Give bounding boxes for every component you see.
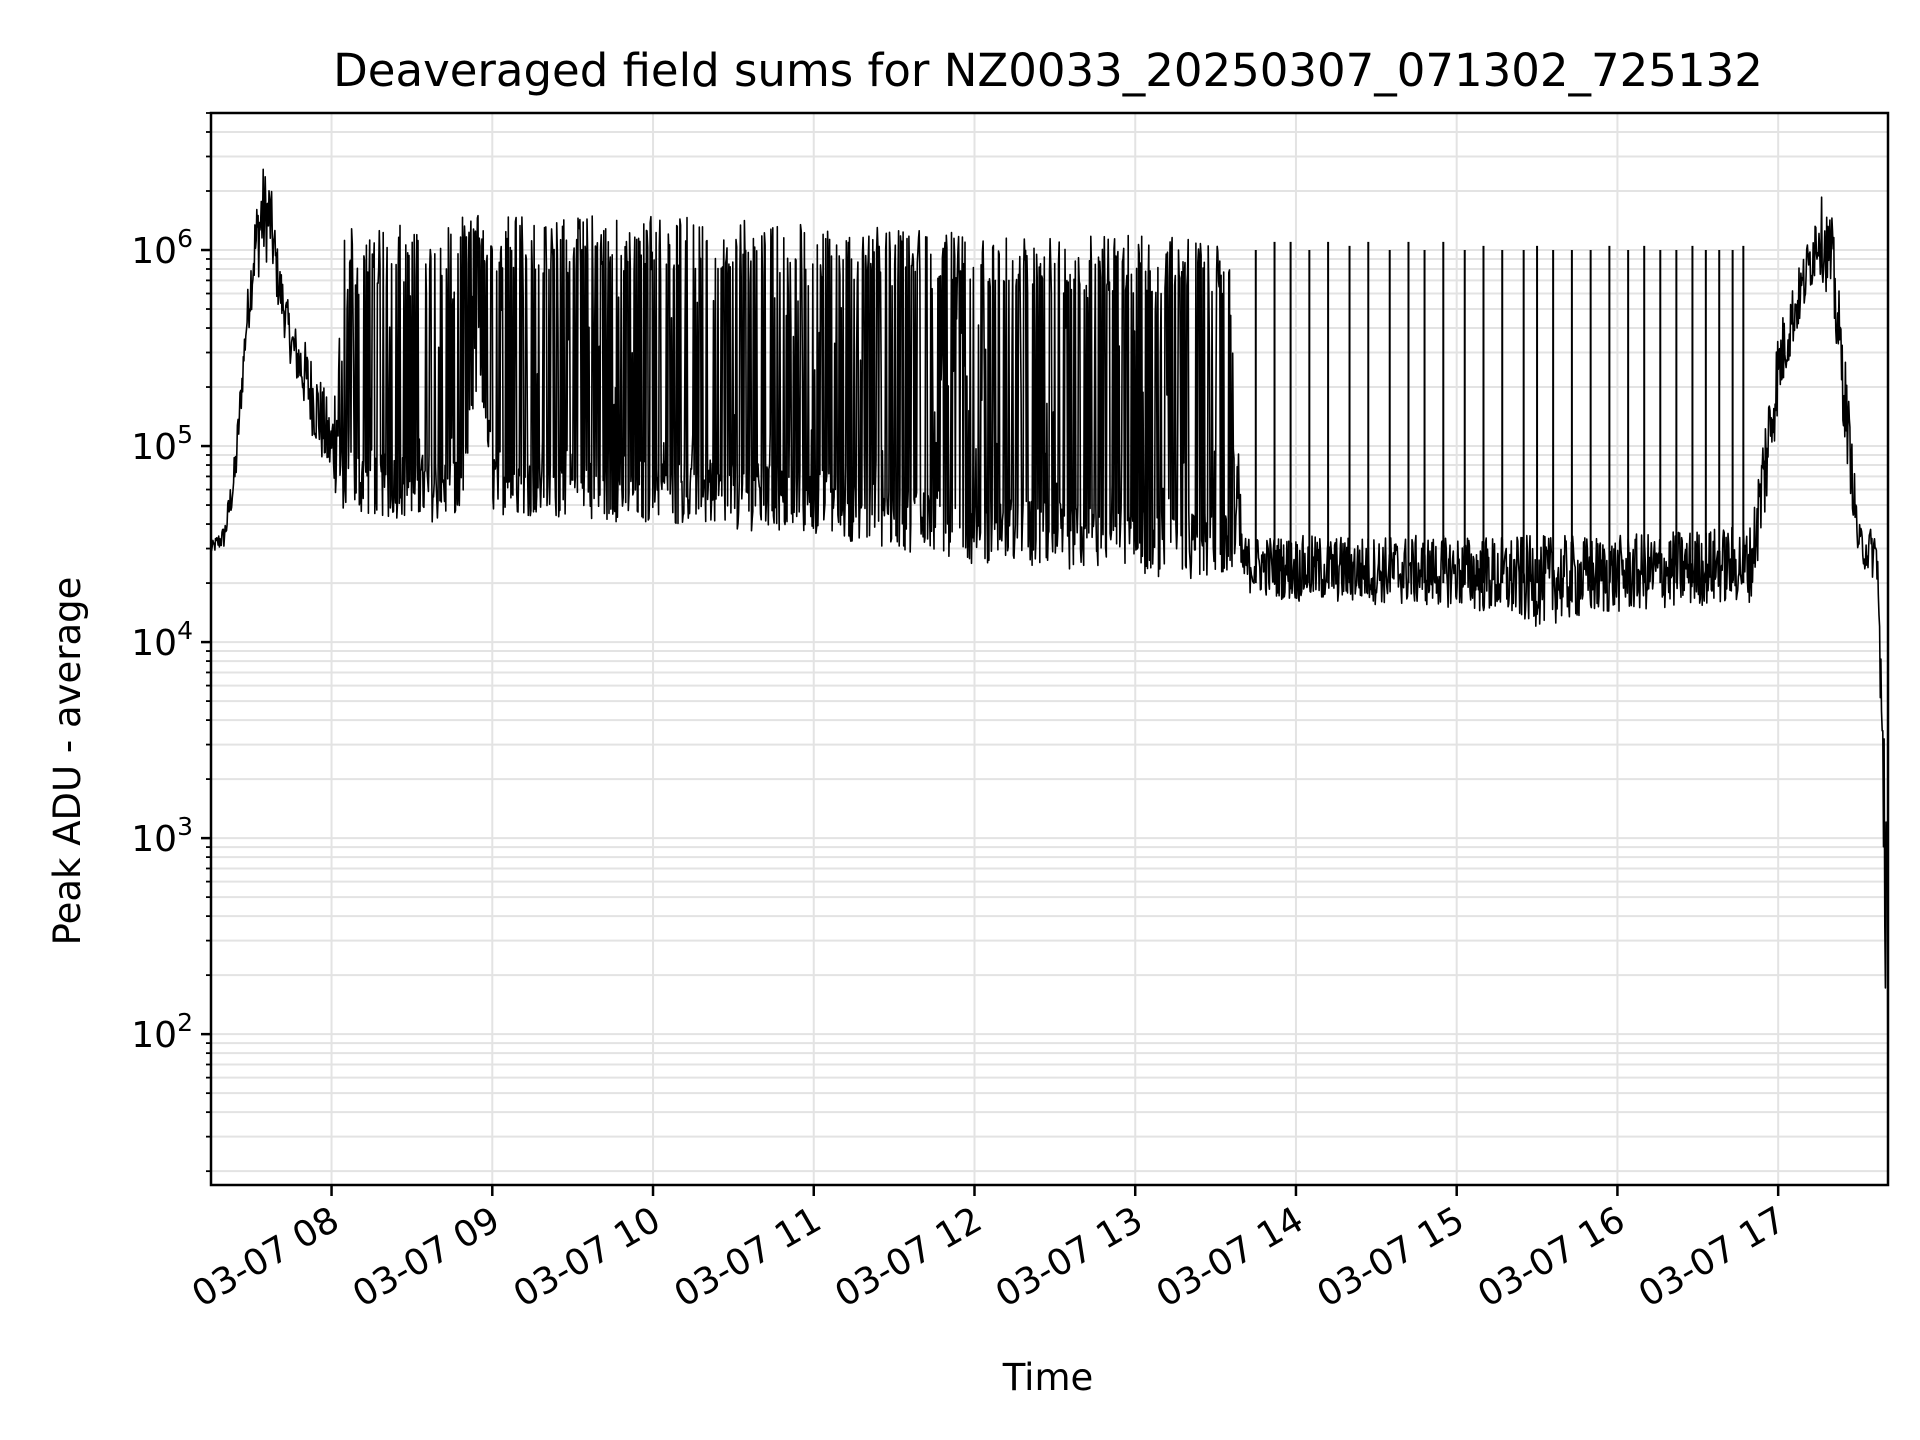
y-tick-label: 103 xyxy=(131,812,193,860)
x-tick-label: 03-07 14 xyxy=(1150,1199,1311,1315)
series-layer xyxy=(210,168,1889,1120)
x-tick-label: 03-07 15 xyxy=(1311,1199,1472,1315)
y-tick-label: 105 xyxy=(131,420,193,468)
y-tick-label: 102 xyxy=(131,1008,193,1056)
x-tick-label: 03-07 17 xyxy=(1632,1199,1793,1315)
x-axis-label: Time xyxy=(1002,1356,1094,1399)
y-axis-label: Peak ADU - average xyxy=(46,577,89,946)
plot-frame xyxy=(209,111,1890,1187)
x-tick-label: 03-07 11 xyxy=(668,1199,829,1315)
x-tick-label: 03-07 16 xyxy=(1471,1199,1632,1315)
y-tick-label: 104 xyxy=(131,616,193,664)
chart-title: Deaveraged field sums for NZ0033_2025030… xyxy=(333,44,1763,97)
series-line xyxy=(210,168,1889,1120)
y-tick-label: 106 xyxy=(131,224,193,272)
x-tick-label: 03-07 09 xyxy=(346,1199,507,1315)
x-tick-label: 03-07 13 xyxy=(989,1199,1150,1315)
x-tick-label: 03-07 12 xyxy=(828,1199,989,1315)
x-tick-label: 03-07 10 xyxy=(507,1199,668,1315)
x-tick-label: 03-07 08 xyxy=(185,1199,346,1315)
